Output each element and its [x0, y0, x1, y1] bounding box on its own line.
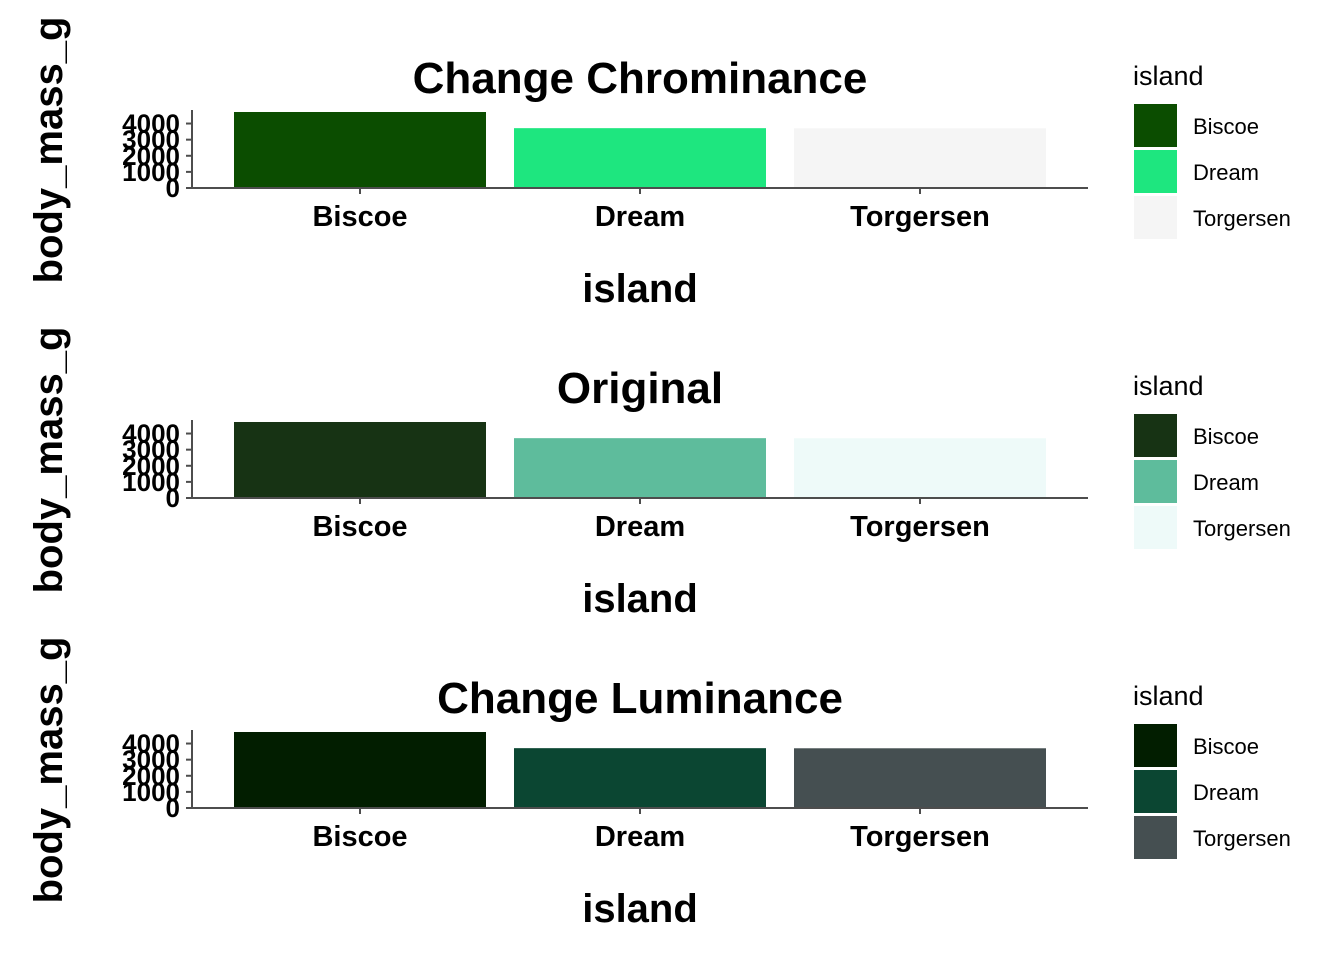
x-axis-title: island	[582, 887, 698, 931]
legend-label: Biscoe	[1193, 734, 1259, 759]
y-axis-title: body_mass_g	[27, 327, 71, 594]
legend-label: Biscoe	[1193, 114, 1259, 139]
legend-title: island	[1133, 61, 1204, 91]
y-tick-label: 0	[166, 483, 180, 513]
y-tick-label: 2000	[122, 141, 180, 171]
bar-torgersen	[794, 128, 1046, 188]
y-tick-label: 0	[166, 793, 180, 823]
legend-label: Torgersen	[1193, 206, 1291, 231]
y-tick-label: 0	[166, 173, 180, 203]
legend-label: Dream	[1193, 160, 1259, 185]
x-tick-label: Torgersen	[850, 201, 990, 233]
x-tick-label: Biscoe	[312, 511, 407, 543]
legend-key-torgersen	[1134, 506, 1177, 549]
x-tick-label: Dream	[595, 821, 685, 853]
legend-key-torgersen	[1134, 196, 1177, 239]
x-tick-label: Torgersen	[850, 821, 990, 853]
y-tick-label: 4000	[122, 109, 180, 139]
legend-key-biscoe	[1134, 104, 1177, 147]
y-tick-label: 3000	[122, 125, 180, 155]
bar-biscoe	[234, 422, 486, 498]
legend-label: Torgersen	[1193, 826, 1291, 851]
y-tick-label: 1000	[122, 777, 180, 807]
legend-title: island	[1133, 371, 1204, 401]
x-tick-label: Dream	[595, 511, 685, 543]
legend-label: Torgersen	[1193, 516, 1291, 541]
legend-key-biscoe	[1134, 414, 1177, 457]
legend-key-dream	[1134, 150, 1177, 193]
y-tick-label: 2000	[122, 451, 180, 481]
legend-label: Dream	[1193, 470, 1259, 495]
y-tick-label: 3000	[122, 435, 180, 465]
y-tick-label: 1000	[122, 157, 180, 187]
y-tick-label: 3000	[122, 745, 180, 775]
x-tick-label: Torgersen	[850, 511, 990, 543]
bar-torgersen	[794, 438, 1046, 498]
x-tick-label: Biscoe	[312, 821, 407, 853]
y-axis-title: body_mass_g	[27, 17, 71, 284]
bar-dream	[514, 128, 766, 188]
panel-title: Original	[557, 364, 723, 413]
legend-key-dream	[1134, 460, 1177, 503]
legend-key-dream	[1134, 770, 1177, 813]
panel-title: Change Chrominance	[413, 54, 868, 103]
panel-title: Change Luminance	[437, 674, 843, 723]
x-axis-title: island	[582, 267, 698, 311]
y-tick-label: 1000	[122, 467, 180, 497]
y-tick-label: 2000	[122, 761, 180, 791]
y-tick-label: 4000	[122, 419, 180, 449]
legend-label: Dream	[1193, 780, 1259, 805]
legend-title: island	[1133, 681, 1204, 711]
bar-dream	[514, 438, 766, 498]
legend-label: Biscoe	[1193, 424, 1259, 449]
bar-biscoe	[234, 732, 486, 808]
x-tick-label: Dream	[595, 201, 685, 233]
bar-torgersen	[794, 748, 1046, 808]
legend-key-torgersen	[1134, 816, 1177, 859]
y-axis-title: body_mass_g	[27, 637, 71, 904]
x-tick-label: Biscoe	[312, 201, 407, 233]
legend-key-biscoe	[1134, 724, 1177, 767]
y-tick-label: 4000	[122, 729, 180, 759]
bar-biscoe	[234, 112, 486, 188]
x-axis-title: island	[582, 577, 698, 621]
bar-dream	[514, 748, 766, 808]
